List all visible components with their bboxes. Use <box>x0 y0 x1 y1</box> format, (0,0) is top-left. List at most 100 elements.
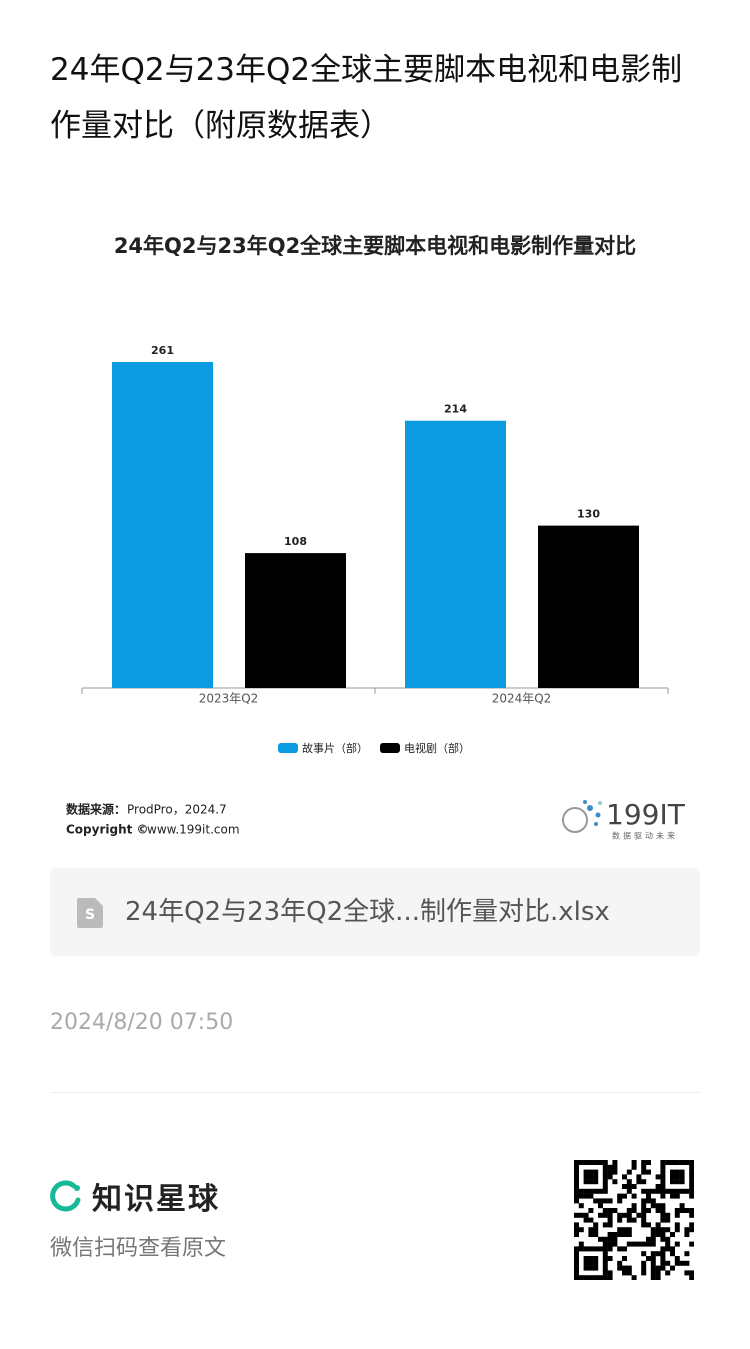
qr-cell <box>583 1275 589 1280</box>
qr-cell <box>660 1174 666 1180</box>
qr-cell <box>631 1184 637 1189</box>
x-tick-label: 2024年Q2 <box>492 692 552 706</box>
bar <box>405 420 506 688</box>
qr-cell <box>578 1160 584 1165</box>
qr-cell <box>670 1169 675 1175</box>
qr-cell <box>622 1212 627 1218</box>
qr-cell <box>650 1236 656 1242</box>
data-label: 130 <box>577 508 600 521</box>
qr-code[interactable] <box>574 1160 694 1280</box>
qr-cell <box>660 1236 666 1242</box>
qr-cell <box>578 1212 584 1218</box>
svg-text:S: S <box>85 907 95 923</box>
qr-cell <box>602 1251 608 1257</box>
qr-cell <box>660 1208 666 1213</box>
qr-cell <box>598 1246 603 1252</box>
qr-cell <box>602 1246 608 1252</box>
qr-cell <box>583 1212 589 1218</box>
qr-cell <box>641 1265 647 1271</box>
qr-cell <box>655 1251 661 1257</box>
qr-cell <box>607 1241 613 1247</box>
qr-cell <box>650 1241 656 1247</box>
qr-cell <box>679 1188 685 1194</box>
qr-cell <box>626 1241 632 1247</box>
qr-cell <box>593 1198 599 1204</box>
qr-cell <box>574 1256 579 1261</box>
qr-cell <box>583 1188 589 1194</box>
qr-cell <box>588 1217 594 1223</box>
qr-cell <box>622 1270 627 1276</box>
qr-cell <box>583 1265 589 1271</box>
qr-cell <box>593 1169 599 1175</box>
qr-cell <box>612 1164 618 1170</box>
qr-cell <box>689 1179 694 1185</box>
qr-cell <box>588 1260 594 1266</box>
qr-cell <box>593 1275 599 1280</box>
qr-cell <box>598 1188 603 1194</box>
qr-cell <box>646 1193 651 1199</box>
qr-cell <box>684 1260 690 1266</box>
qr-cell <box>593 1260 599 1266</box>
qr-cell <box>612 1236 618 1242</box>
qr-cell <box>674 1169 680 1175</box>
qr-cell <box>626 1217 632 1223</box>
qr-cell <box>574 1164 579 1170</box>
qr-cell <box>665 1212 671 1218</box>
qr-cell <box>574 1184 579 1189</box>
qr-cell <box>602 1256 608 1261</box>
qr-cell <box>660 1193 666 1199</box>
qr-cell <box>626 1212 632 1218</box>
qr-cell <box>689 1241 694 1247</box>
legend-swatch <box>380 743 400 753</box>
qr-cell <box>607 1236 613 1242</box>
qr-cell <box>670 1188 675 1194</box>
qr-cell <box>607 1212 613 1218</box>
qr-cell <box>602 1265 608 1271</box>
qr-cell <box>689 1212 694 1218</box>
qr-cell <box>670 1246 675 1252</box>
qr-cell <box>641 1222 647 1228</box>
qr-cell <box>602 1241 608 1247</box>
qr-cell <box>602 1169 608 1175</box>
divider <box>50 1092 700 1093</box>
qr-cell <box>684 1232 690 1237</box>
qr-cell <box>684 1270 690 1276</box>
attachment[interactable]: S 24年Q2与23年Q2全球...制作量对比.xlsx <box>50 868 700 956</box>
qr-cell <box>655 1188 661 1194</box>
qr-cell <box>574 1270 579 1276</box>
qr-cell <box>588 1188 594 1194</box>
qr-cell <box>684 1160 690 1165</box>
qr-cell <box>665 1236 671 1242</box>
qr-cell <box>674 1241 680 1247</box>
qr-cell <box>593 1227 599 1233</box>
qr-cell <box>602 1270 608 1276</box>
qr-cell <box>674 1179 680 1185</box>
qr-cell <box>593 1222 599 1228</box>
data-label: 214 <box>444 403 467 416</box>
qr-cell <box>588 1169 594 1175</box>
qr-cell <box>650 1198 656 1204</box>
qr-cell <box>646 1160 651 1165</box>
qr-cell <box>626 1179 632 1185</box>
qr-cell <box>689 1275 694 1280</box>
qr-cell <box>588 1160 594 1165</box>
qr-cell <box>602 1260 608 1266</box>
qr-cell <box>617 1232 623 1237</box>
qr-cell <box>689 1222 694 1228</box>
qr-cell <box>602 1208 608 1213</box>
qr-cell <box>607 1217 613 1223</box>
qr-cell <box>679 1203 685 1209</box>
qr-cell <box>593 1179 599 1185</box>
qr-cell <box>602 1188 608 1194</box>
qr-cell <box>578 1193 584 1199</box>
qr-cell <box>612 1241 618 1247</box>
qr-cell <box>593 1256 599 1261</box>
logo-sub: 数据驱动未来 <box>612 831 678 841</box>
qr-cell <box>583 1260 589 1266</box>
qr-cell <box>607 1256 613 1261</box>
qr-cell <box>612 1179 618 1185</box>
qr-cell <box>665 1270 671 1276</box>
qr-cell <box>650 1275 656 1280</box>
qr-cell <box>674 1160 680 1165</box>
qr-cell <box>602 1222 608 1228</box>
